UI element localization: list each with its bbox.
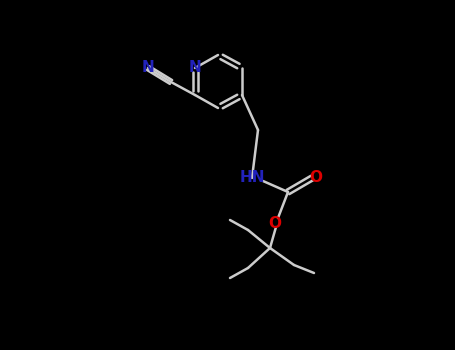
Text: N: N — [142, 61, 154, 76]
Text: HN: HN — [239, 170, 265, 186]
Text: N: N — [189, 61, 202, 76]
Text: O: O — [268, 216, 282, 231]
Text: O: O — [309, 169, 323, 184]
